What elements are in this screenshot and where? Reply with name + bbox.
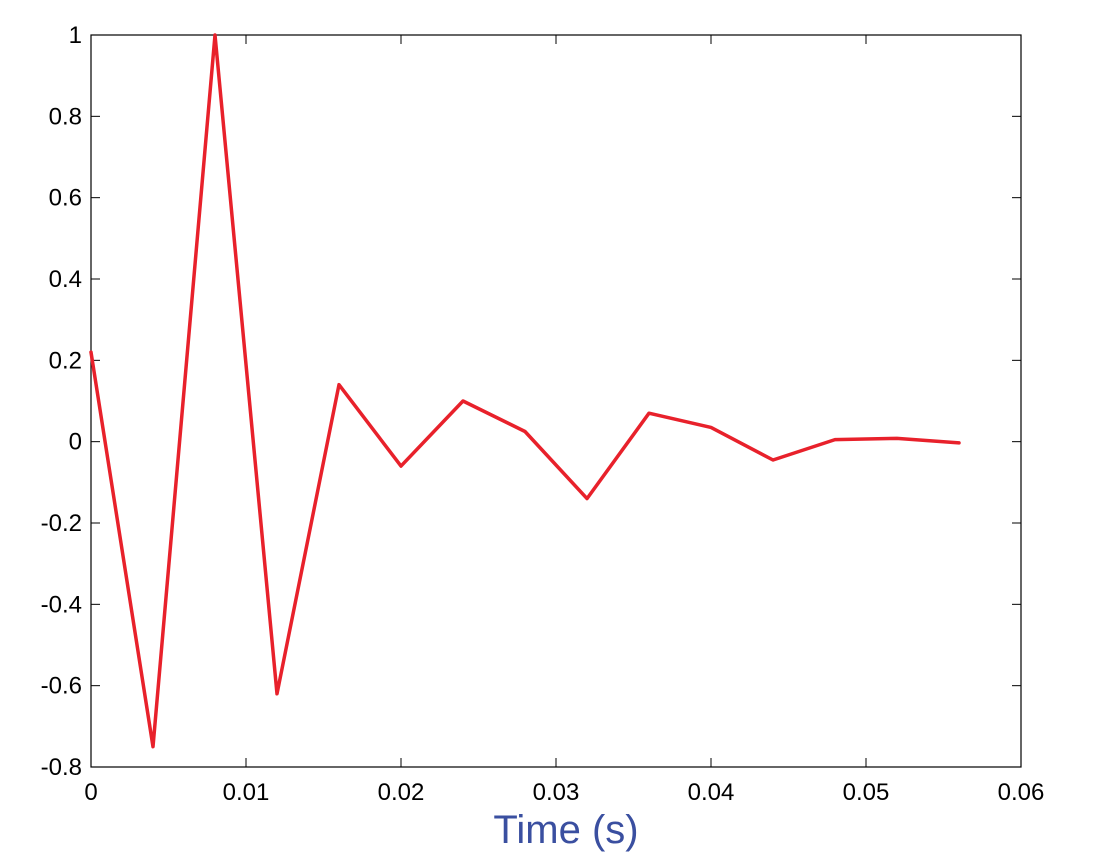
data-point: [958, 442, 960, 444]
axes-frame: [90, 34, 1022, 768]
data-point: [586, 498, 588, 500]
x-tick-label: 0.06: [998, 779, 1045, 806]
data-point: [896, 437, 898, 439]
data-point: [524, 431, 526, 432]
y-tick-label: 1: [69, 22, 82, 49]
y-tick-label: -0.2: [41, 510, 82, 537]
x-tick-label: 0.04: [688, 779, 735, 806]
x-axis-title: Time (s): [493, 808, 638, 852]
y-tick-label: -0.4: [41, 591, 82, 618]
x-axis: 0 0.01 0.02 0.03 0.04 0.05 0.06: [84, 35, 1044, 806]
series-line: [89, 33, 961, 749]
data-point: [462, 400, 464, 402]
data-point: [400, 465, 402, 467]
data-point: [152, 746, 154, 748]
y-tick-label: 0.8: [49, 103, 82, 130]
x-tick-label: 0.05: [843, 779, 890, 806]
data-point: [772, 459, 774, 461]
y-tick-label: 0.4: [49, 266, 82, 293]
data-point: [710, 426, 712, 428]
y-tick-label: -0.6: [41, 673, 82, 700]
data-point: [338, 384, 340, 386]
series-layer: [89, 33, 961, 749]
y-tick-label: -0.8: [41, 754, 82, 781]
y-tick-label: 0.2: [49, 347, 82, 374]
x-tick-label: 0.03: [533, 779, 580, 806]
y-tick-label: 0.6: [49, 185, 82, 212]
plot-area: [90, 34, 1022, 768]
data-point: [214, 34, 216, 36]
data-point: [648, 412, 650, 414]
data-point: [90, 351, 92, 353]
y-tick-label: 0: [69, 429, 82, 456]
data-point: [834, 439, 836, 441]
x-tick-label: 0.01: [223, 779, 270, 806]
x-tick-label: 0: [84, 779, 97, 806]
x-tick-label: 0.02: [378, 779, 425, 806]
y-axis: 1 0.8 0.6 0.4 0.2 0 -0.2 -0.4 -0.6 -0.8: [41, 22, 1021, 781]
data-point: [276, 693, 278, 695]
